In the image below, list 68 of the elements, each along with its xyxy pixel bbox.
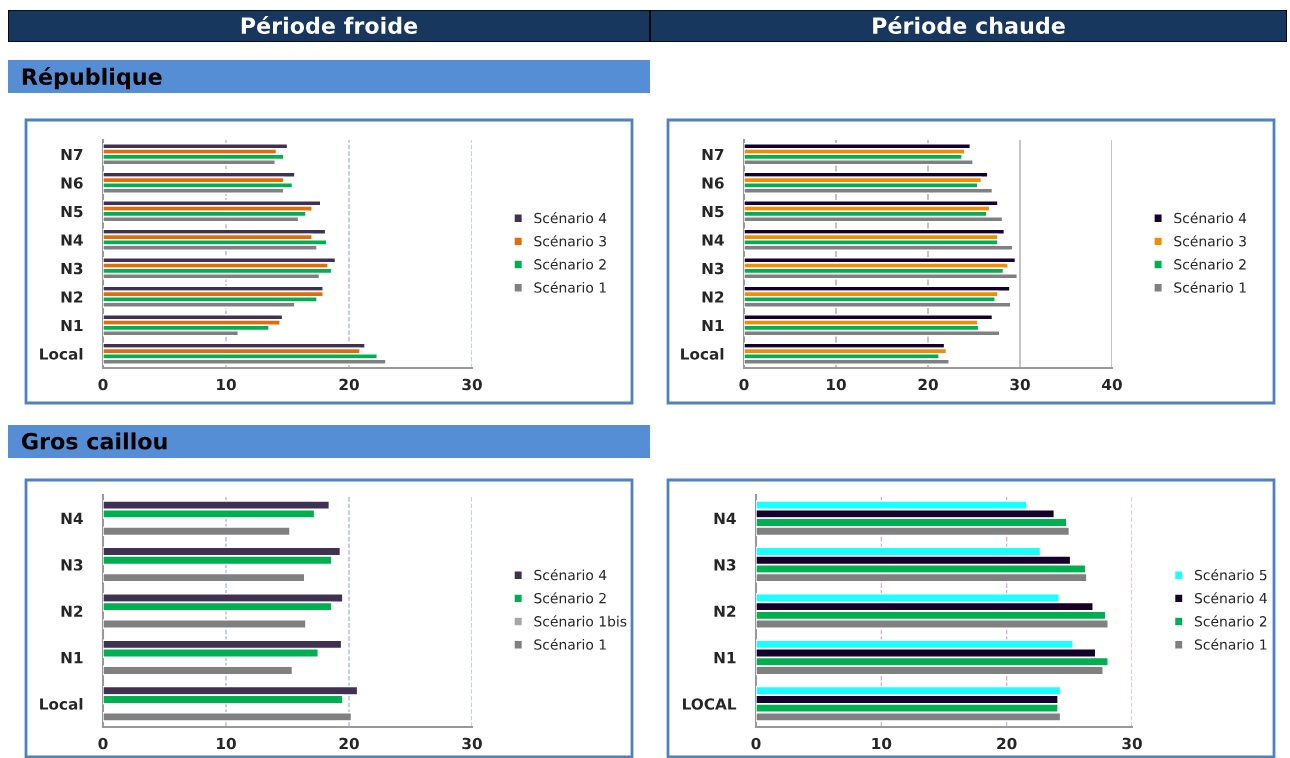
legend-label: Scénario 2	[1194, 615, 1267, 627]
y-tick-label: N4	[61, 234, 83, 246]
x-tick-label: 0	[751, 737, 761, 750]
y-tick-label: N1	[61, 319, 83, 332]
y-tick-label: N3	[702, 262, 724, 275]
y-tick-label: N7	[702, 148, 724, 161]
y-tick-label: LOCAL	[683, 698, 737, 710]
y-tick-label: Local	[681, 347, 724, 360]
bar	[103, 526, 291, 537]
text: République	[22, 66, 162, 90]
y-tick-label: N2	[714, 605, 736, 617]
x-tick-label: 30	[1122, 737, 1142, 750]
x-tick-label: 10	[217, 737, 236, 750]
y-tick-label: N3	[61, 559, 83, 571]
x-tick-label: 20	[339, 378, 359, 391]
x-tick-label: 30	[462, 378, 482, 391]
y-tick-label: N4	[714, 512, 736, 524]
legend-label: Scénario 1	[534, 281, 606, 293]
x-tick-label: 0	[739, 378, 749, 391]
y-tick-label: Local	[40, 698, 83, 710]
y-tick-label: N6	[61, 177, 83, 189]
y-tick-label: N4	[702, 234, 724, 246]
text: Période chaude	[873, 15, 1065, 35]
legend-label: Scénario 1	[534, 638, 606, 650]
x-tick-label: 10	[217, 378, 236, 391]
y-tick-label: N7	[61, 148, 83, 161]
x-tick-label: 20	[918, 378, 938, 391]
x-tick-label: 40	[1102, 378, 1122, 391]
legend-label: Scénario 5	[1194, 568, 1267, 581]
text: Période froide	[241, 15, 418, 35]
y-tick-label: N1	[714, 652, 736, 664]
y-tick-label: N3	[61, 262, 83, 275]
x-tick-label: 20	[997, 737, 1017, 750]
legend-label: Scénario 4	[1174, 211, 1247, 224]
legend-label: Scénario 4	[534, 568, 607, 581]
y-tick-label: Local	[40, 347, 83, 360]
text: Gros caillou	[21, 432, 167, 450]
y-tick-label: N6	[702, 177, 724, 189]
x-tick-label: 0	[98, 378, 108, 391]
y-tick-label: N5	[702, 205, 724, 218]
y-tick-label: N5	[61, 205, 83, 218]
legend-label: Scénario 2	[534, 258, 606, 270]
y-tick-label: N1	[61, 652, 83, 664]
legend-label: Scénario 1	[1174, 281, 1246, 293]
legend-label: Scénario 3	[534, 235, 606, 247]
legend-label: Scénario 4	[1194, 592, 1267, 604]
y-tick-label: N2	[61, 291, 83, 303]
bar	[103, 665, 294, 676]
x-tick-label: 30	[462, 737, 482, 750]
x-tick-label: 10	[872, 737, 892, 750]
x-tick-label: 30	[1010, 378, 1030, 391]
legend-label: Scénario 1	[1194, 638, 1267, 650]
bar	[103, 712, 353, 722]
legend-label: Scénario 2	[1174, 258, 1246, 270]
y-tick-label: N2	[702, 291, 724, 303]
y-tick-label: N4	[61, 512, 83, 524]
x-tick-label: 20	[339, 737, 359, 750]
legend-label: Scénario 4	[534, 211, 607, 224]
legend-label: Scénario 3	[1174, 235, 1246, 247]
y-tick-label: N1	[702, 319, 724, 332]
y-tick-label: N2	[61, 605, 83, 617]
legend-label: Scénario 1bis	[534, 615, 627, 627]
bar	[103, 572, 306, 583]
y-tick-label: N3	[714, 559, 736, 571]
x-tick-label: 10	[827, 378, 846, 391]
bar	[103, 619, 307, 629]
x-tick-label: 0	[98, 737, 108, 750]
legend-label: Scénario 2	[534, 592, 606, 604]
